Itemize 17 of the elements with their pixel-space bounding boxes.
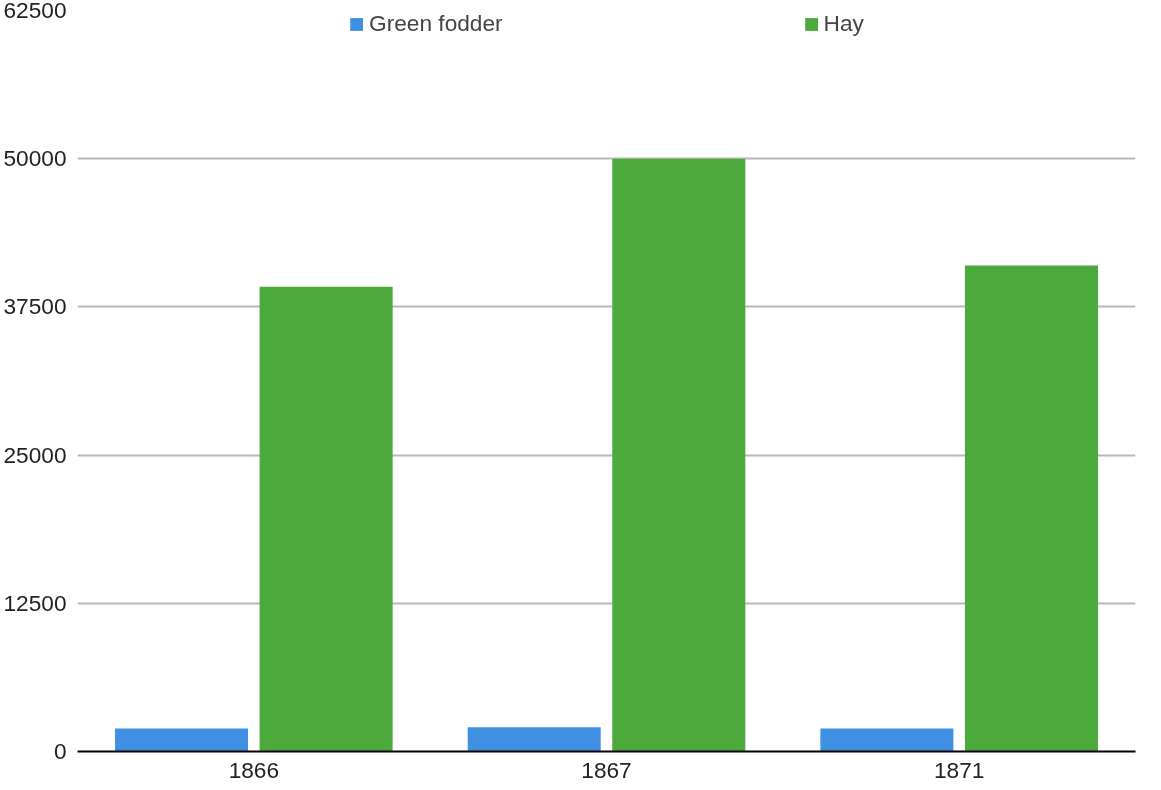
y-tick-label: 62500	[3, 0, 67, 23]
y-tick-label: 37500	[3, 293, 67, 320]
y-tick-label: 0	[53, 738, 67, 764]
x-tick-label: 1867	[581, 756, 632, 783]
bar	[820, 728, 954, 752]
bar	[467, 727, 601, 752]
legend-label: Hay	[823, 10, 864, 37]
x-tick-label: 1871	[933, 756, 985, 783]
bar	[115, 728, 249, 752]
x-tick-label: 1866	[228, 756, 280, 783]
y-tick-label: 25000	[3, 441, 67, 468]
bar	[612, 158, 746, 752]
bar	[259, 286, 393, 752]
bar	[964, 265, 1098, 752]
y-tick-label: 50000	[3, 145, 67, 172]
legend-label: Green fodder	[369, 10, 503, 37]
y-tick-label: 12500	[3, 589, 67, 616]
